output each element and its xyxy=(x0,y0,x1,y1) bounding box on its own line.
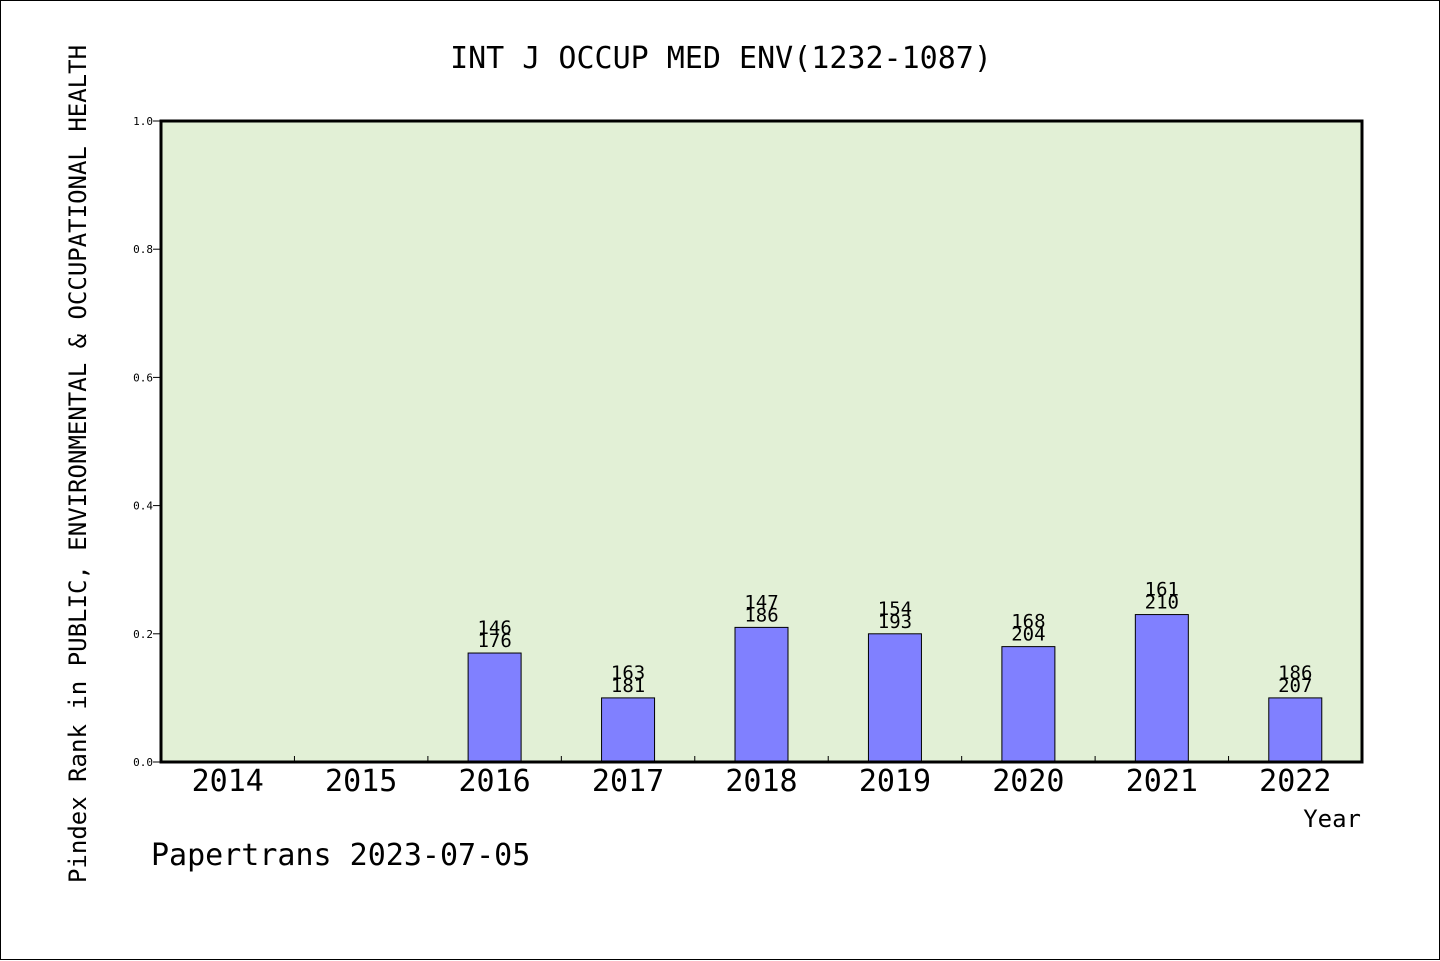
y-tick-label: 0.6 xyxy=(133,371,153,384)
x-tick-label: 2015 xyxy=(325,764,397,799)
bar-rank-label: 147 xyxy=(744,591,778,613)
bar-labels: 1761461811631861471931542041682101612071… xyxy=(477,579,1312,697)
bar-total-label: 207 xyxy=(1278,675,1312,697)
x-axis-ticks: 2014 2015 2016 2017 2018 2019 2020 2021 2022 xyxy=(192,756,1331,799)
y-axis-ticks: 0.0 0.2 0.4 0.6 0.8 1.0 xyxy=(133,115,161,769)
x-tick-label: 2018 xyxy=(725,764,797,799)
bar xyxy=(1001,646,1056,763)
x-tick-label: 2019 xyxy=(859,764,931,799)
bar xyxy=(467,652,522,763)
y-tick-label: 0.2 xyxy=(133,628,153,641)
bar-rank-label: 186 xyxy=(1278,662,1312,684)
bar-total-label: 181 xyxy=(611,675,645,697)
bar-total-label: 193 xyxy=(878,611,912,633)
y-tick-label: 1.0 xyxy=(133,115,153,128)
bar xyxy=(1134,614,1189,763)
footer-credit: Papertrans 2023-07-05 xyxy=(151,838,530,873)
bars xyxy=(467,614,1323,763)
x-tick-label: 2022 xyxy=(1259,764,1331,799)
y-tick-label: 0.8 xyxy=(133,243,153,256)
x-tick-label: 2021 xyxy=(1126,764,1198,799)
bar xyxy=(601,697,656,763)
x-tick-label: 2020 xyxy=(992,764,1064,799)
chart-title: INT J OCCUP MED ENV(1232-1087) xyxy=(450,41,992,76)
bar-rank-label: 146 xyxy=(477,617,511,639)
bar-rank-label: 161 xyxy=(1145,579,1179,601)
y-axis-label: Pindex Rank in PUBLIC, ENVIRONMENTAL & O… xyxy=(64,45,92,883)
bar-total-label: 210 xyxy=(1145,592,1179,614)
bar-rank-label: 154 xyxy=(878,598,912,620)
y-tick-label: 0.4 xyxy=(133,500,153,513)
bar-rank-label: 163 xyxy=(611,662,645,684)
y-tick-label: 0.0 xyxy=(133,756,153,769)
x-tick-label: 2016 xyxy=(458,764,530,799)
bar-total-label: 186 xyxy=(744,604,778,626)
bar-rank-label: 168 xyxy=(1011,611,1045,633)
x-tick-label: 2014 xyxy=(192,764,264,799)
plot-border xyxy=(159,119,1364,764)
bar-total-label: 204 xyxy=(1011,624,1045,646)
x-axis-label: Year xyxy=(1303,805,1361,833)
bar xyxy=(867,633,922,763)
x-tick-label: 2017 xyxy=(592,764,664,799)
bar-total-label: 176 xyxy=(477,630,511,652)
bar xyxy=(1268,697,1323,763)
bar xyxy=(734,626,789,763)
